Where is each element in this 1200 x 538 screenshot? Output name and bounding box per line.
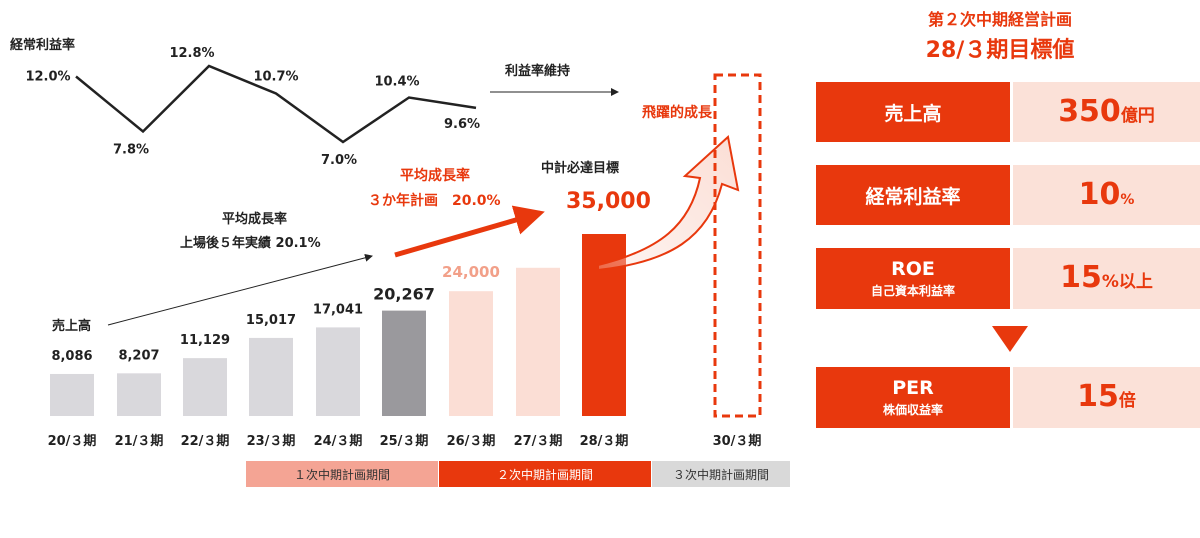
sales-value-label-5: 20,267 bbox=[373, 285, 435, 304]
kpi-margin-label: 経常利益率 bbox=[816, 165, 1010, 225]
x-tick-label-1: 21/３期 bbox=[115, 434, 164, 449]
sales-bar-4 bbox=[316, 327, 360, 416]
sales-value-label-1: 8,207 bbox=[118, 348, 159, 363]
x-tick-label-0: 20/３期 bbox=[48, 434, 97, 449]
kpi-per-name: PER bbox=[892, 377, 934, 399]
margin-value-label-0: 12.0% bbox=[25, 70, 70, 85]
x-tick-label-8: 28/３期 bbox=[580, 434, 629, 449]
sales-bar-0 bbox=[50, 373, 94, 416]
kpi-per-sub: 株価収益率 bbox=[882, 403, 943, 417]
leap-target-box bbox=[713, 73, 762, 418]
kpi-roe-value: 15 %以上 bbox=[1013, 248, 1200, 309]
kpi-sales-unit: 億円 bbox=[1120, 106, 1155, 126]
x-tick-label-7: 27/３期 bbox=[514, 434, 563, 449]
phase-3: ３次中期計画期間 bbox=[652, 461, 790, 487]
margin-value-label-6: 9.6% bbox=[444, 117, 480, 132]
leap-arrow bbox=[597, 135, 740, 272]
growth-plan-value: ３か年計画 20.0% bbox=[368, 192, 501, 209]
phase-2-label: ２次中期計画期間 bbox=[496, 467, 593, 482]
kpi-sales-name: 売上高 bbox=[884, 102, 942, 125]
kpi-margin-number: 10 bbox=[1078, 177, 1121, 212]
target-label: 中計必達目標 bbox=[541, 160, 619, 176]
kpi-roe-number: 15 bbox=[1060, 260, 1102, 295]
x-tick-label-6: 26/３期 bbox=[447, 434, 496, 449]
sales-value-label-0: 8,086 bbox=[51, 349, 92, 364]
kpi-sales-label: 売上高 bbox=[816, 82, 1010, 142]
kpi-roe-sub: 自己資本利益率 bbox=[870, 284, 955, 298]
x-tick-label-3: 23/３期 bbox=[247, 434, 296, 449]
sales-bar-5 bbox=[382, 310, 426, 416]
kpi-sales-value: 350 億円 bbox=[1013, 82, 1200, 142]
margin-line bbox=[75, 64, 477, 144]
kpi-roe-label: ROE 自己資本利益率 bbox=[816, 248, 1010, 309]
kpi-per-label: PER 株価収益率 bbox=[816, 367, 1010, 428]
phase-1: １次中期計画期間 bbox=[246, 461, 438, 487]
plan-growth-arrow bbox=[394, 205, 545, 258]
phase-1-label: １次中期計画期間 bbox=[293, 467, 390, 482]
down-triangle-icon bbox=[992, 326, 1028, 352]
kpi-per-value: 15 倍 bbox=[1013, 367, 1200, 428]
sales-value-label-6: 24,000 bbox=[442, 263, 500, 281]
x-tick-label-9: 30/３期 bbox=[713, 434, 762, 449]
margin-value-label-3: 10.7% bbox=[253, 70, 298, 85]
kpi-margin-value: 10 % bbox=[1013, 165, 1200, 225]
kpi-roe-unit: %以上 bbox=[1101, 272, 1153, 292]
sales-and-margin-chart: 経常利益率 12.0% 7.8% 12.8% 10.7% 7.0% 10.4% 9.6% 利… bbox=[10, 37, 762, 449]
growth-plan-title: 平均成長率 bbox=[400, 167, 470, 184]
target-value: 35,000 bbox=[566, 189, 651, 214]
sales-bar-2 bbox=[183, 358, 227, 416]
actual-growth-arrow bbox=[107, 253, 373, 326]
kpi-roe-name: ROE bbox=[891, 258, 935, 280]
panel-subtitle: 28/３期目標値 bbox=[925, 38, 1075, 63]
sales-value-label-4: 17,041 bbox=[313, 302, 363, 317]
margin-value-label-4: 7.0% bbox=[321, 153, 357, 168]
sales-bar-1 bbox=[117, 373, 161, 416]
kpi-per-number: 15 bbox=[1077, 379, 1119, 414]
kpi-per-unit: 倍 bbox=[1118, 391, 1136, 411]
x-tick-label-5: 25/３期 bbox=[380, 434, 429, 449]
sales-value-label-2: 11,129 bbox=[180, 333, 230, 348]
leap-label: 飛躍的成長 bbox=[641, 104, 713, 121]
kpi-margin-name: 経常利益率 bbox=[865, 185, 961, 208]
growth-actual-title: 平均成長率 bbox=[222, 211, 287, 227]
margin-value-label-1: 7.8% bbox=[113, 143, 149, 158]
margin-value-label-5: 10.4% bbox=[374, 74, 419, 89]
margin-value-label-2: 12.8% bbox=[169, 46, 214, 61]
margin-series-label: 経常利益率 bbox=[10, 37, 75, 53]
sales-bar-3 bbox=[249, 337, 293, 416]
kpi-sales-number: 350 bbox=[1058, 94, 1121, 129]
margin-trend-label: 利益率維持 bbox=[505, 63, 570, 79]
kpi-margin-unit: % bbox=[1120, 192, 1135, 208]
growth-actual-value: 上場後５年実績 20.1% bbox=[180, 235, 321, 251]
phase-3-label: ３次中期計画期間 bbox=[672, 467, 769, 482]
x-tick-label-2: 22/３期 bbox=[181, 434, 230, 449]
phase-2: ２次中期計画期間 bbox=[439, 461, 651, 487]
sales-bar-6 bbox=[449, 291, 493, 416]
sales-series-label: 売上高 bbox=[52, 318, 91, 334]
panel-title: 第２次中期経営計画 bbox=[927, 10, 1072, 29]
x-tick-label-4: 24/３期 bbox=[314, 434, 363, 449]
sales-bar-7 bbox=[516, 267, 560, 416]
sales-value-label-3: 15,017 bbox=[246, 313, 296, 328]
